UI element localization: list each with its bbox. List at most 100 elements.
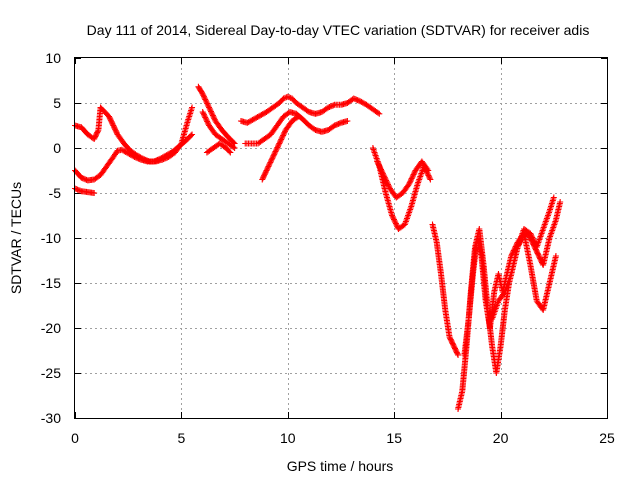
y-tick-label: -5 bbox=[49, 185, 62, 201]
data-point bbox=[406, 181, 413, 187]
data-point bbox=[391, 217, 398, 224]
data-point bbox=[120, 147, 127, 154]
data-point bbox=[426, 173, 433, 180]
data-point bbox=[273, 145, 280, 152]
y-tick-label: 5 bbox=[53, 95, 61, 111]
data-point bbox=[166, 150, 173, 157]
data-point bbox=[534, 249, 541, 256]
data-point bbox=[162, 152, 169, 159]
data-point bbox=[424, 166, 431, 173]
data-point bbox=[257, 112, 264, 119]
data-point bbox=[279, 133, 286, 140]
data-point bbox=[409, 172, 416, 179]
data-point bbox=[389, 213, 396, 220]
data-point bbox=[199, 109, 206, 115]
data-point bbox=[380, 172, 387, 178]
data-point bbox=[409, 174, 416, 181]
y-tick-label: 10 bbox=[45, 50, 61, 66]
data-point bbox=[381, 174, 388, 181]
data-point bbox=[264, 164, 271, 171]
data-point bbox=[311, 126, 318, 133]
data-point bbox=[406, 179, 413, 186]
data-point bbox=[294, 114, 301, 121]
data-point bbox=[407, 178, 414, 185]
data-point bbox=[452, 345, 458, 352]
data-point bbox=[109, 119, 116, 126]
data-point bbox=[167, 150, 174, 157]
data-point bbox=[528, 233, 535, 240]
data-point bbox=[123, 149, 130, 156]
data-point bbox=[374, 159, 381, 166]
data-point bbox=[265, 163, 272, 170]
data-point bbox=[269, 155, 276, 162]
data-point bbox=[272, 148, 279, 155]
data-point bbox=[358, 98, 365, 105]
data-point bbox=[255, 113, 262, 120]
series-track-l bbox=[429, 221, 462, 358]
data-point bbox=[187, 132, 194, 139]
data-point bbox=[408, 175, 415, 182]
data-point bbox=[127, 151, 134, 158]
data-point bbox=[500, 290, 507, 297]
x-tick-label: 25 bbox=[599, 430, 615, 446]
data-point bbox=[330, 123, 337, 130]
data-point bbox=[448, 337, 455, 344]
data-point bbox=[278, 135, 285, 142]
data-point bbox=[447, 335, 454, 342]
data-point bbox=[390, 215, 397, 222]
data-point bbox=[377, 165, 384, 172]
data-point bbox=[163, 152, 170, 159]
data-point bbox=[258, 111, 265, 118]
series-track-o bbox=[489, 194, 557, 322]
data-point bbox=[454, 350, 461, 357]
data-point bbox=[393, 221, 400, 228]
data-point bbox=[389, 212, 396, 219]
data-point bbox=[250, 116, 257, 123]
data-point bbox=[125, 150, 132, 157]
data-point bbox=[189, 104, 196, 111]
data-point bbox=[383, 177, 390, 184]
data-point bbox=[121, 148, 128, 155]
data-point bbox=[91, 134, 98, 141]
data-point bbox=[92, 133, 99, 140]
data-point bbox=[530, 237, 537, 244]
data-point bbox=[91, 136, 98, 142]
data-point bbox=[200, 92, 207, 99]
data-point bbox=[259, 175, 266, 182]
data-point bbox=[201, 113, 208, 120]
data-point bbox=[109, 121, 116, 128]
y-tick-label: -20 bbox=[41, 320, 61, 336]
data-point bbox=[253, 114, 260, 121]
data-point bbox=[159, 154, 166, 161]
series-track-b bbox=[72, 131, 196, 184]
series-track-e bbox=[199, 109, 238, 151]
data-point bbox=[230, 144, 237, 151]
data-point bbox=[263, 167, 270, 174]
data-point bbox=[450, 343, 457, 349]
data-point bbox=[264, 166, 271, 173]
data-point bbox=[122, 148, 129, 155]
data-point bbox=[267, 158, 274, 165]
data-point bbox=[160, 153, 167, 160]
data-point bbox=[111, 125, 118, 132]
data-point bbox=[249, 116, 256, 123]
data-point bbox=[130, 153, 137, 160]
series-track-j bbox=[369, 145, 434, 232]
data-point bbox=[273, 147, 280, 154]
data-point bbox=[209, 111, 216, 118]
data-point bbox=[113, 128, 120, 135]
data-point bbox=[281, 94, 288, 101]
data-point bbox=[385, 181, 392, 188]
x-tick-label: 20 bbox=[493, 430, 509, 446]
data-point bbox=[164, 151, 171, 158]
data-point bbox=[231, 145, 238, 151]
data-point bbox=[93, 130, 100, 137]
x-tick-label: 5 bbox=[178, 430, 186, 446]
data-point bbox=[550, 194, 557, 201]
data-point bbox=[357, 98, 364, 105]
data-point bbox=[226, 148, 233, 155]
data-point bbox=[208, 109, 215, 116]
data-point bbox=[528, 231, 535, 238]
data-point bbox=[390, 216, 397, 223]
data-point bbox=[266, 160, 273, 167]
